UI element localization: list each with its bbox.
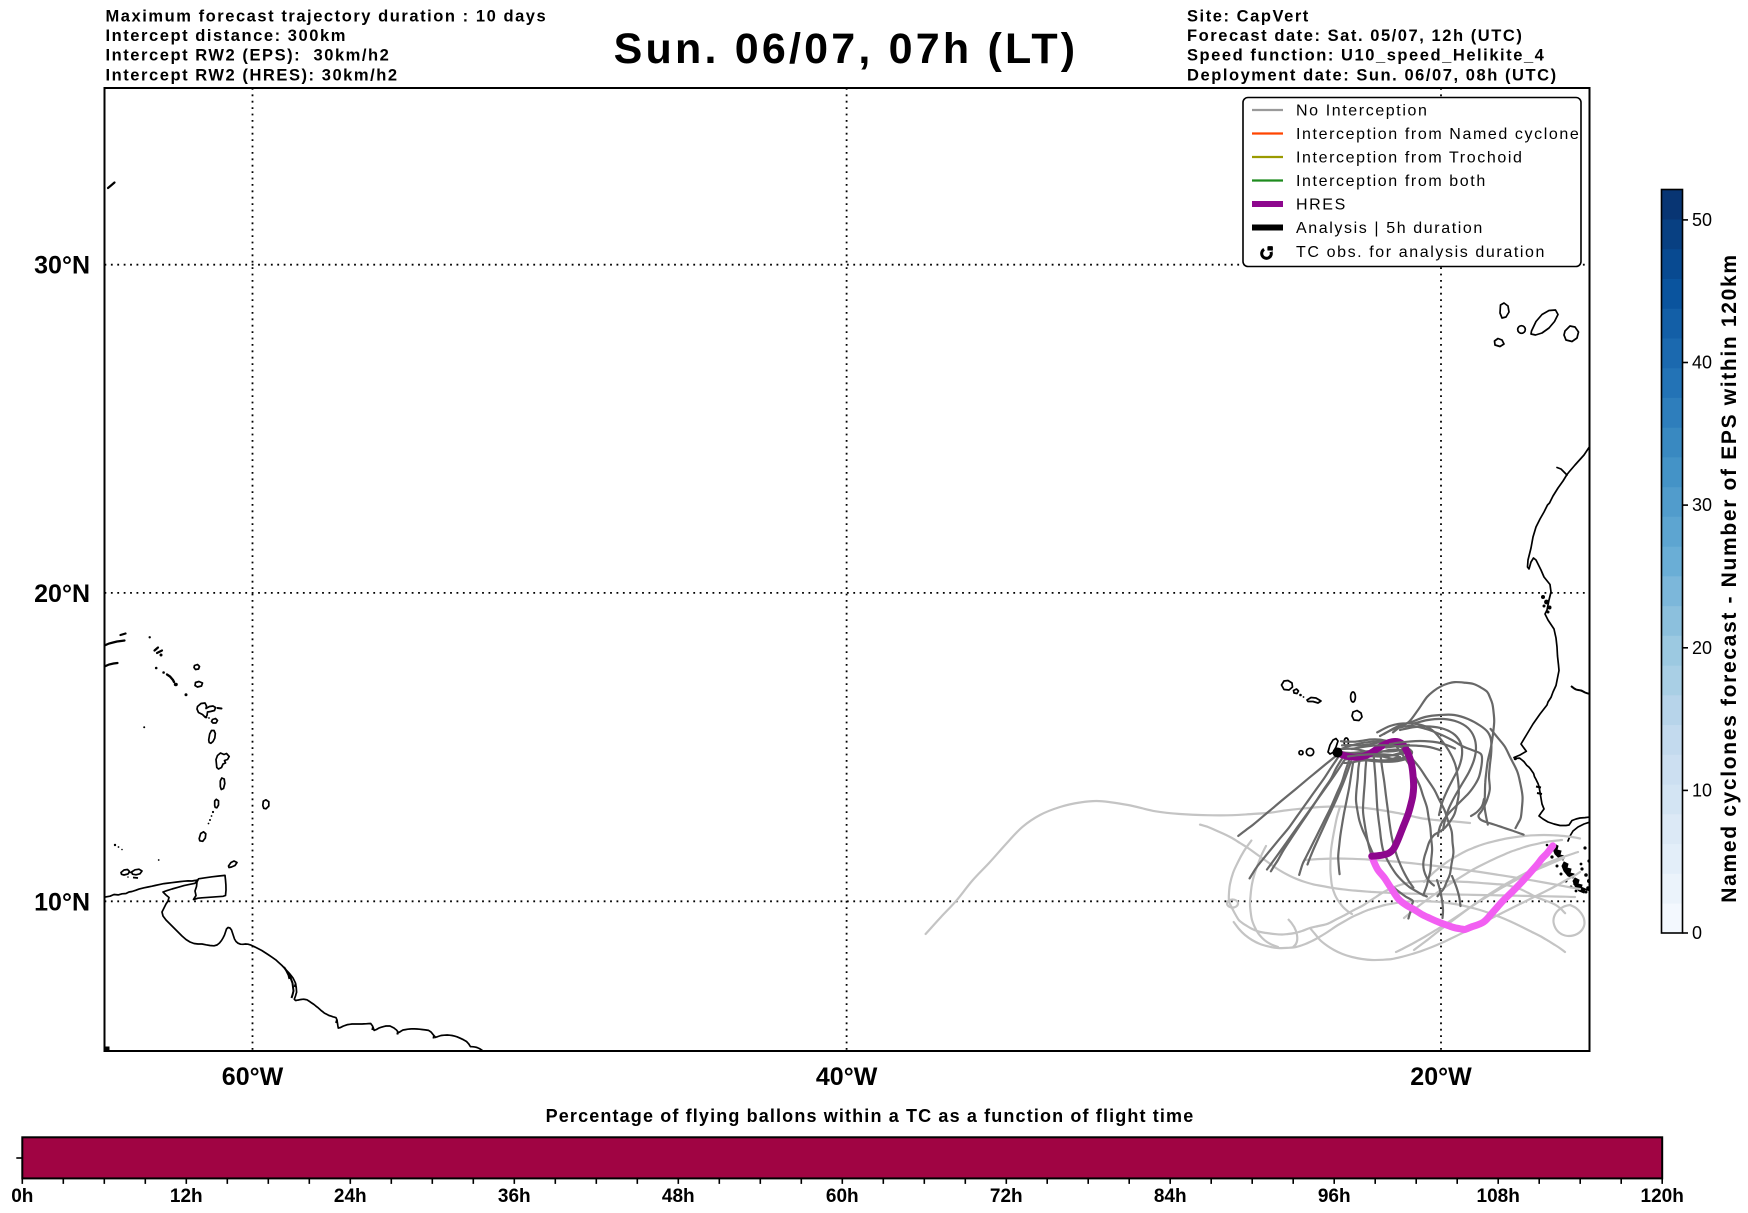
svg-text:20°N: 20°N (34, 580, 90, 608)
svg-text:50: 50 (1692, 210, 1712, 230)
svg-text:10°N: 10°N (34, 888, 90, 916)
svg-text:72h: 72h (990, 1186, 1023, 1207)
svg-text:30°N: 30°N (34, 252, 90, 280)
svg-text:0: 0 (1692, 923, 1702, 943)
svg-text:20: 20 (1692, 638, 1712, 658)
svg-text:Named cyclones forecast - Numb: Named cyclones forecast - Number of EPS … (1718, 253, 1741, 902)
svg-text:TC obs. for analysis duration: TC obs. for analysis duration (1296, 244, 1546, 261)
svg-text:30: 30 (1692, 495, 1712, 515)
svg-text:Intercept RW2 (HRES): 30km/h2: Intercept RW2 (HRES): 30km/h2 (106, 66, 399, 84)
svg-text:36h: 36h (498, 1186, 531, 1207)
svg-text:20°W: 20°W (1410, 1063, 1472, 1091)
svg-text:Analysis | 5h duration: Analysis | 5h duration (1296, 220, 1484, 237)
svg-text:No Interception: No Interception (1296, 103, 1429, 120)
svg-text:60°W: 60°W (222, 1063, 284, 1091)
svg-text:HRES: HRES (1296, 197, 1347, 214)
svg-text:84h: 84h (1154, 1186, 1187, 1207)
svg-text:Maximum forecast trajectory du: Maximum forecast trajectory duration : 1… (106, 8, 548, 26)
svg-text:12h: 12h (170, 1186, 203, 1207)
svg-text:Intercept distance: 300km: Intercept distance: 300km (106, 27, 347, 45)
svg-text:10: 10 (1692, 780, 1712, 800)
svg-text:120h: 120h (1641, 1186, 1684, 1207)
svg-text:Interception from Named cyclon: Interception from Named cyclone (1296, 126, 1580, 143)
svg-text:Percentage of flying ballons w: Percentage of flying ballons within a TC… (546, 1106, 1195, 1126)
svg-text:Speed function: U10_speed_Heli: Speed function: U10_speed_Helikite_4 (1187, 47, 1545, 65)
svg-text:48h: 48h (662, 1186, 695, 1207)
svg-text:40°W: 40°W (816, 1063, 878, 1091)
svg-text:96h: 96h (1318, 1186, 1351, 1207)
svg-text:108h: 108h (1477, 1186, 1520, 1207)
svg-text:Site: CapVert: Site: CapVert (1187, 8, 1310, 26)
svg-text:60h: 60h (826, 1186, 859, 1207)
svg-text:Forecast date: Sat. 05/07, 12h: Forecast date: Sat. 05/07, 12h (UTC) (1187, 27, 1523, 45)
svg-text:40: 40 (1692, 353, 1712, 373)
svg-text:Sun. 06/07, 07h (LT): Sun. 06/07, 07h (LT) (614, 25, 1079, 73)
svg-text:Intercept RW2 (EPS): 30km/h2: Intercept RW2 (EPS): 30km/h2 (106, 47, 391, 65)
svg-text:Deployment date: Sun. 06/07, 0: Deployment date: Sun. 06/07, 08h (UTC) (1187, 66, 1558, 84)
svg-text:Interception from Trochoid: Interception from Trochoid (1296, 150, 1523, 167)
svg-text:Interception from both: Interception from both (1296, 173, 1487, 190)
svg-text:24h: 24h (334, 1186, 367, 1207)
svg-text:0h: 0h (11, 1186, 33, 1207)
